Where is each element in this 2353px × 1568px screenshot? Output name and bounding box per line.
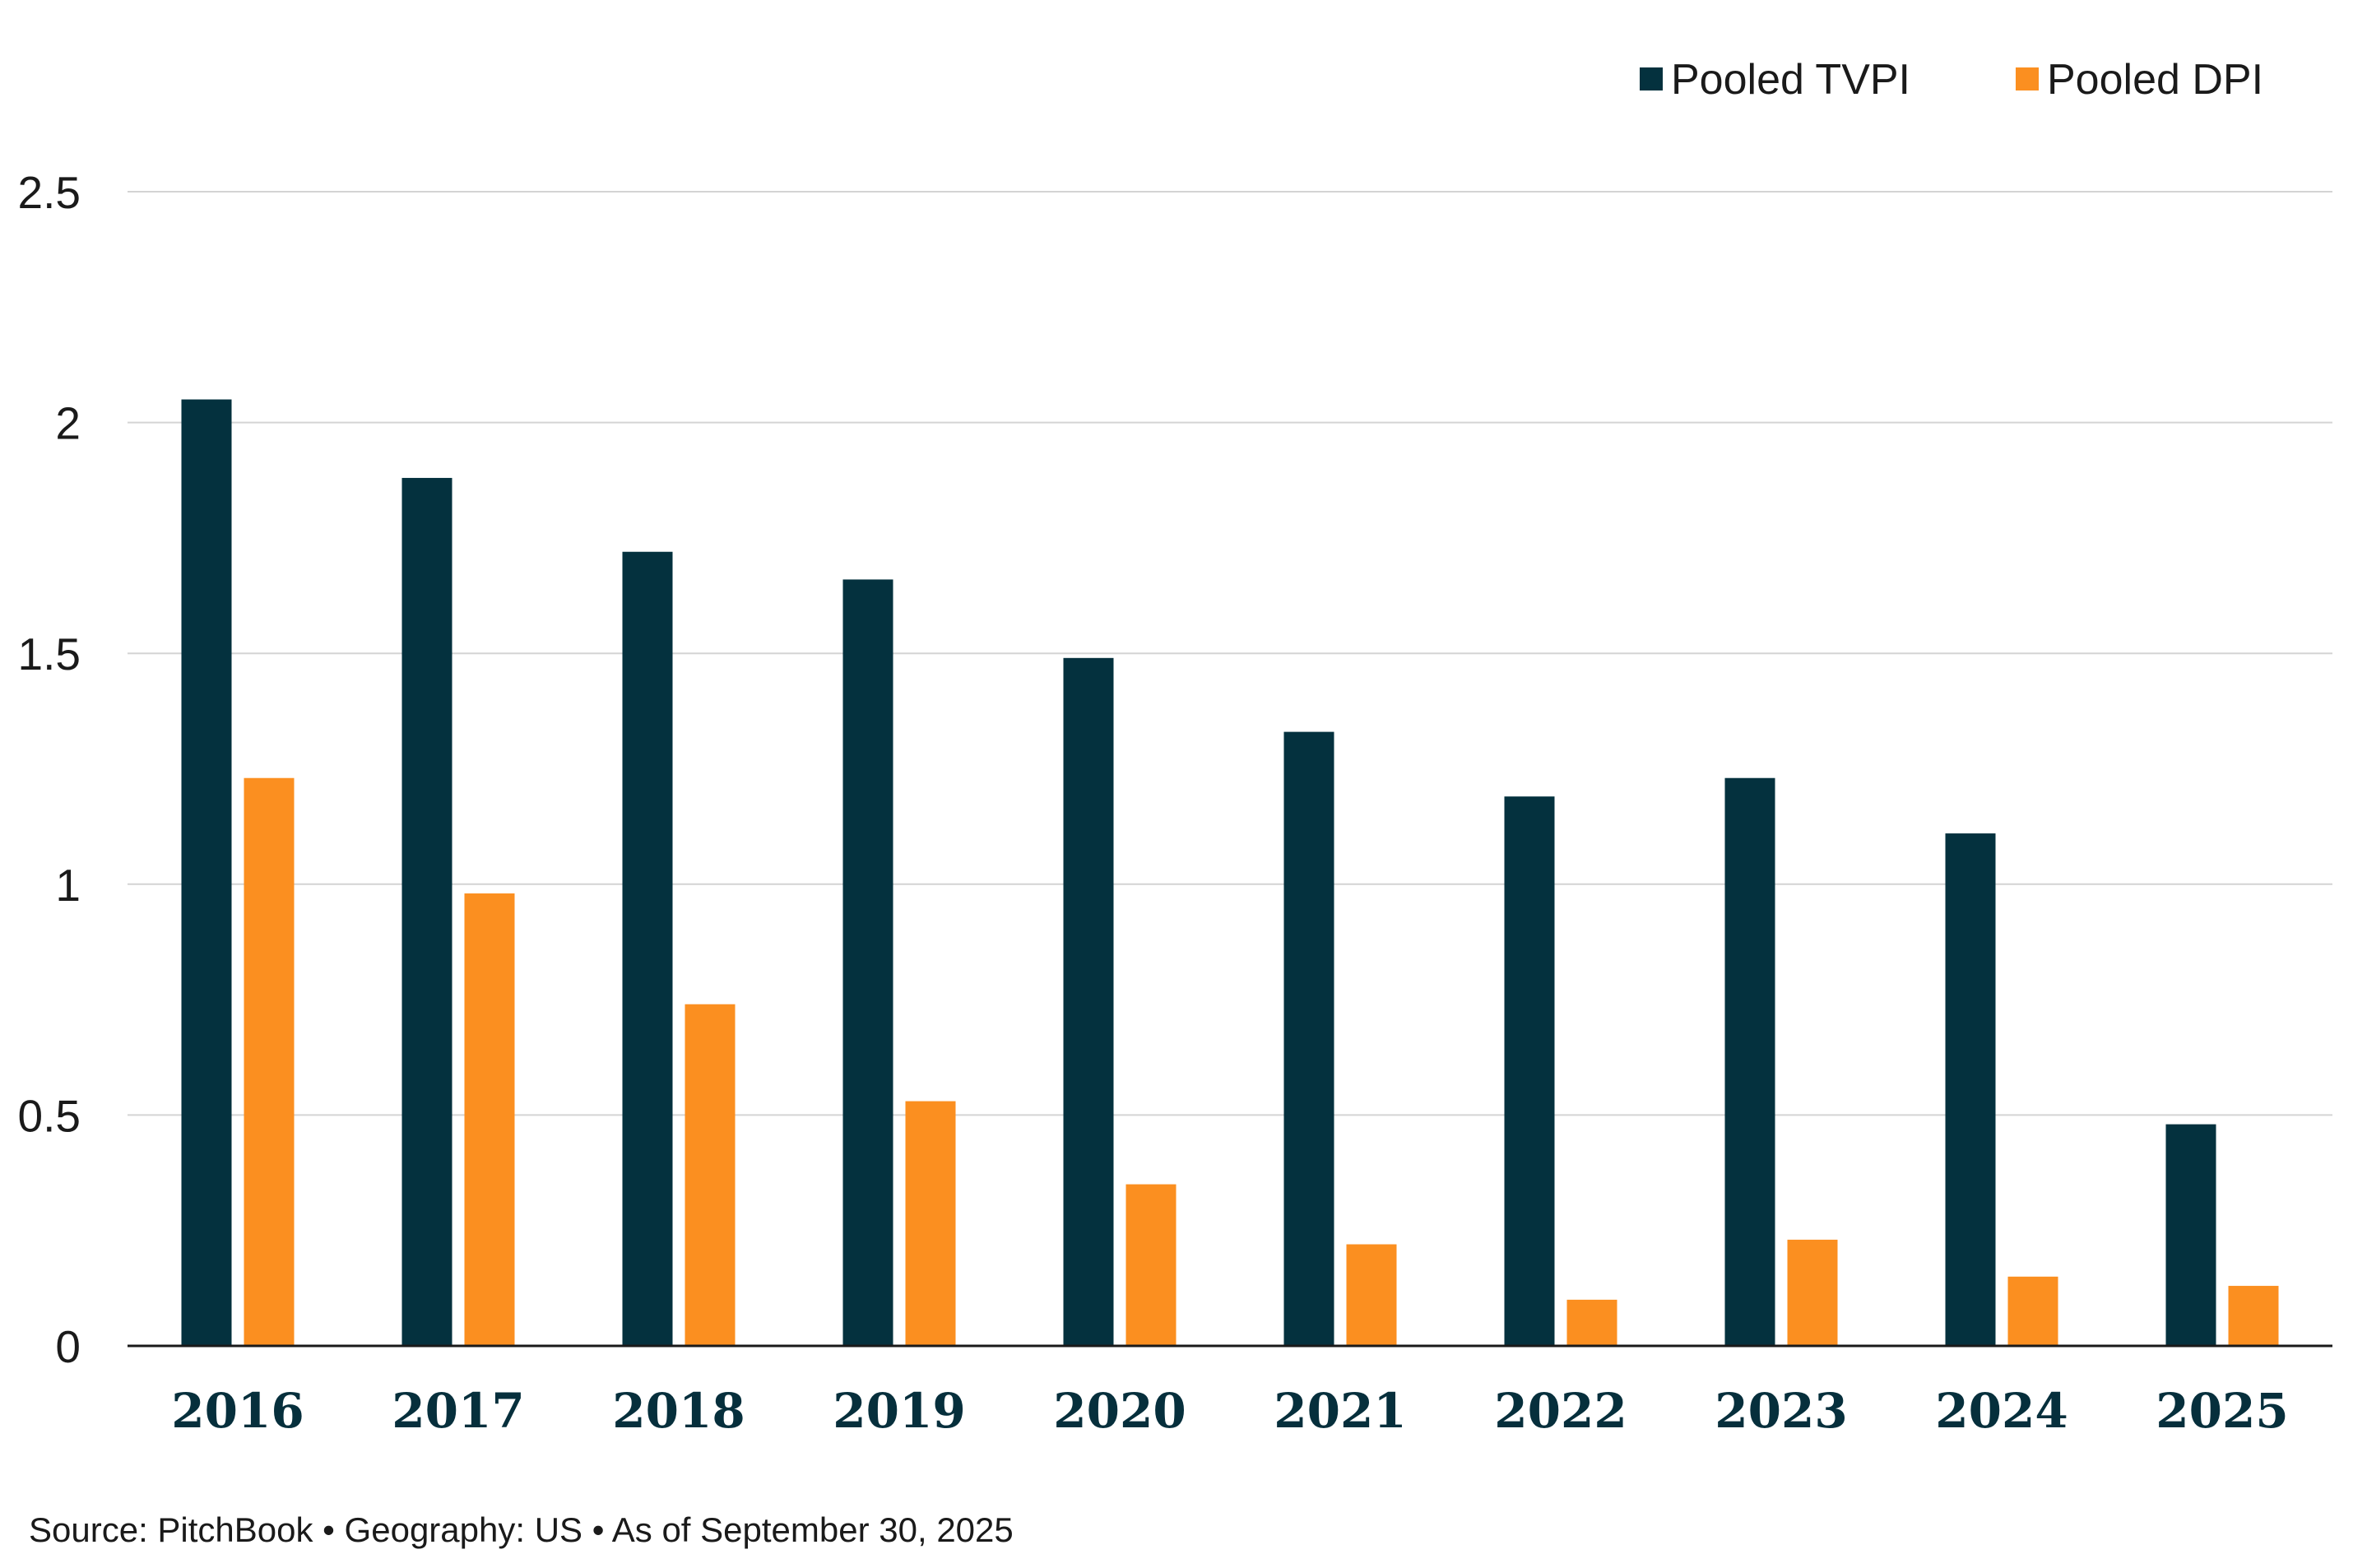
legend-swatch-pooled-dpi — [2016, 67, 2039, 90]
x-tick-label: 2019 — [833, 1383, 965, 1439]
bar-pooled-tvpi-2025 — [2165, 1124, 2216, 1346]
bar-pooled-tvpi-2019 — [842, 579, 893, 1346]
gridlines — [128, 191, 2332, 1116]
bar-pooled-dpi-2024 — [2007, 1276, 2058, 1346]
bar-pooled-tvpi-2024 — [1945, 833, 1996, 1346]
legend-swatch-pooled-tvpi — [1640, 67, 1663, 90]
bar-pooled-tvpi-2022 — [1504, 796, 1555, 1346]
source-note: Source: PitchBook • Geography: US • As o… — [29, 1510, 1014, 1549]
bar-pooled-tvpi-2017 — [401, 477, 452, 1346]
legend-label-pooled-tvpi: Pooled TVPI — [1671, 56, 1910, 104]
bar-pooled-dpi-2023 — [1787, 1239, 1838, 1346]
bar-pooled-tvpi-2023 — [1724, 777, 1775, 1346]
x-tick-label: 2020 — [1053, 1383, 1186, 1439]
x-tick-label: 2025 — [2156, 1383, 2288, 1439]
x-tick-label: 2021 — [1274, 1383, 1406, 1439]
x-tick-label: 2022 — [1494, 1383, 1627, 1439]
y-tick-label: 2.5 — [18, 167, 81, 218]
x-tick-label: 2018 — [612, 1383, 745, 1439]
bar-pooled-tvpi-2018 — [622, 551, 673, 1346]
x-tick-label: 2023 — [1715, 1383, 1847, 1439]
x-tick-label: 2024 — [1935, 1383, 2068, 1439]
bar-pooled-tvpi-2020 — [1063, 657, 1114, 1346]
legend-label-pooled-dpi: Pooled DPI — [2047, 56, 2263, 104]
y-tick-label: 1 — [55, 860, 81, 911]
legend: Pooled TVPI Pooled DPI — [1640, 56, 2263, 104]
y-tick-label: 2 — [55, 398, 81, 449]
x-tick-label: 2016 — [171, 1383, 304, 1439]
bar-pooled-dpi-2022 — [1566, 1299, 1617, 1346]
bar-pooled-dpi-2018 — [685, 1004, 736, 1346]
y-tick-label: 0.5 — [18, 1090, 81, 1141]
y-tick-label: 0 — [55, 1321, 81, 1372]
bar-pooled-dpi-2021 — [1346, 1244, 1397, 1346]
bar-pooled-dpi-2019 — [905, 1101, 956, 1346]
bar-pooled-dpi-2017 — [464, 893, 515, 1346]
x-axis-ticks: 2016 2017 2018 2019 2020 2021 2022 2023 2024 2025 — [171, 1383, 2288, 1439]
y-tick-label: 1.5 — [18, 629, 81, 680]
bar-pooled-tvpi-2021 — [1283, 731, 1334, 1346]
bar-pooled-dpi-2020 — [1125, 1184, 1176, 1346]
bars — [181, 399, 2279, 1346]
y-axis-ticks: 0 0.5 1 1.5 2 2.5 — [18, 167, 81, 1372]
bar-pooled-dpi-2025 — [2228, 1286, 2279, 1346]
bar-pooled-dpi-2016 — [244, 777, 295, 1346]
bar-pooled-tvpi-2016 — [181, 399, 232, 1346]
x-tick-label: 2017 — [392, 1383, 524, 1439]
